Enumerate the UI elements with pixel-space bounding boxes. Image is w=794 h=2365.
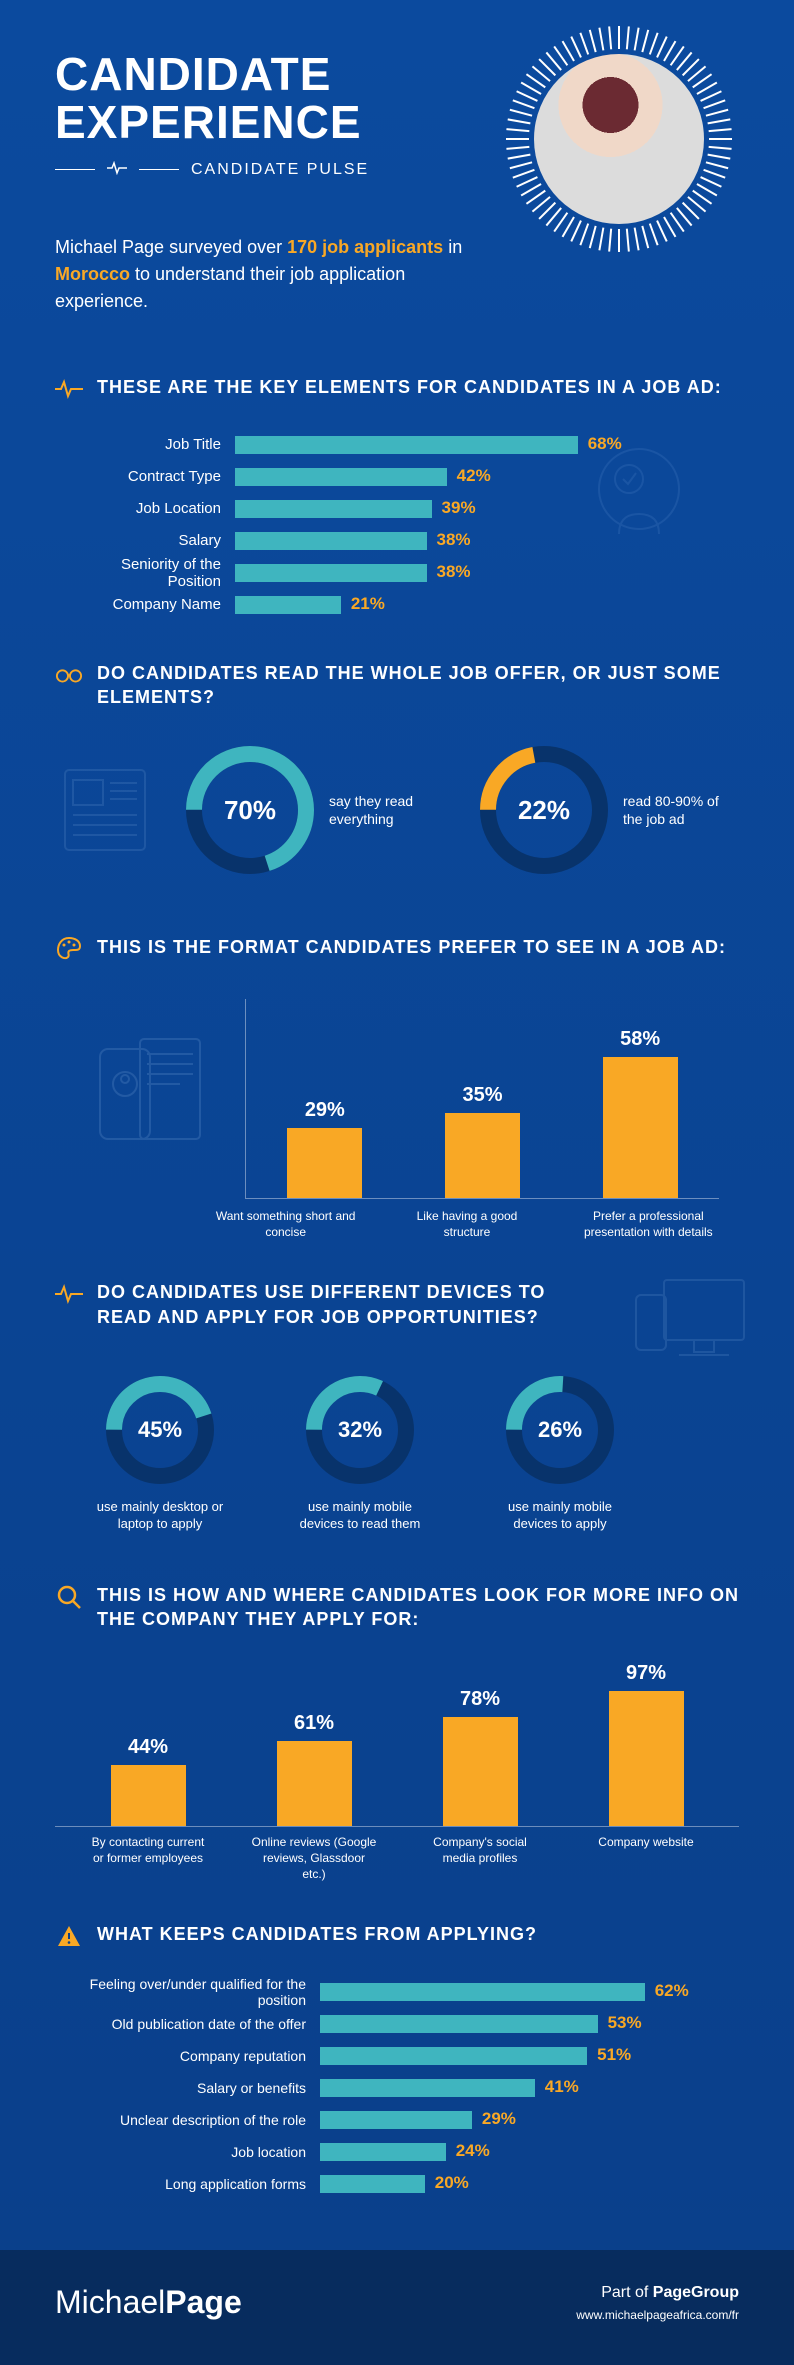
section-title: THIS IS HOW AND WHERE CANDIDATES LOOK FO… [97, 1583, 739, 1632]
donut-block: 70% say they read everything [185, 745, 439, 875]
donut-block: 22% read 80-90% of the job ad [479, 745, 733, 875]
bar-label: Online reviews (Google reviews, Glassdoo… [251, 1835, 377, 1882]
section-what-keeps: WHAT KEEPS CANDIDATES FROM APPLYING? Fee… [0, 1892, 794, 2210]
device-donut-block: 26% use mainly mobile devices to apply [485, 1375, 635, 1533]
intro-paragraph: Michael Page surveyed over 170 job appli… [0, 199, 540, 345]
header-photo-frame [504, 24, 734, 254]
bar-label: Prefer a professional presentation with … [578, 1209, 719, 1240]
bar-row: Old publication date of the offer 53% [65, 2008, 739, 2040]
donut-chart: 70% [185, 745, 315, 875]
donut-caption: use mainly mobile devices to apply [485, 1499, 635, 1533]
bar-row: Unclear description of the role 29% [65, 2104, 739, 2136]
bar-label: Salary [65, 532, 235, 549]
pulse-icon [55, 1280, 83, 1308]
newspaper-icon [55, 755, 165, 865]
section-title: DO CANDIDATES READ THE WHOLE JOB OFFER, … [97, 661, 739, 710]
device-donut-block: 32% use mainly mobile devices to read th… [285, 1375, 435, 1533]
what-keeps-bar-chart: Feeling over/under qualified for the pos… [55, 1976, 739, 2200]
bar-column: 29% [266, 1099, 384, 1198]
donut-caption: say they read everything [329, 792, 439, 828]
bar-label: By contacting current or former employee… [85, 1835, 211, 1882]
warning-icon [55, 1922, 83, 1950]
bar-label: Company Name [65, 596, 235, 613]
section-title: THIS IS THE FORMAT CANDIDATES PREFER TO … [97, 935, 726, 959]
device-donut-block: 45% use mainly desktop or laptop to appl… [85, 1375, 235, 1533]
bar-row: Company reputation 51% [65, 2040, 739, 2072]
donut-chart: 22% [479, 745, 609, 875]
bar-label: Unclear description of the role [65, 2112, 320, 2128]
bar-label: Long application forms [65, 2176, 320, 2192]
bar-label: Company website [583, 1835, 709, 1882]
bar-row: Seniority of the Position 38% [65, 557, 739, 589]
donut-caption: use mainly desktop or laptop to apply [85, 1499, 235, 1533]
section-read-whole: DO CANDIDATES READ THE WHOLE JOB OFFER, … [0, 631, 794, 906]
section-devices: DO CANDIDATES USE DIFFERENT DEVICES TO R… [0, 1250, 794, 1552]
subtitle-text: CANDIDATE PULSE [191, 161, 369, 179]
bar-row: Feeling over/under qualified for the pos… [65, 1976, 739, 2008]
bar-label: Job Title [65, 436, 235, 453]
donut-chart: 45% [105, 1375, 215, 1485]
mobile-doc-icon [85, 1029, 215, 1169]
format-pref-bar-chart: 29% 35% 58% [245, 999, 719, 1199]
key-elements-bar-chart: Job Title 68% Contract Type 42% Job Loca… [55, 429, 739, 621]
bar-column: 78% [417, 1688, 543, 1826]
section-title: THESE ARE THE KEY ELEMENTS FOR CANDIDATE… [97, 375, 722, 399]
pulse-icon [55, 375, 83, 403]
bar-column: 97% [583, 1662, 709, 1827]
infographic-page: CANDIDATE EXPERIENCE CANDIDATE PULSE Mic… [0, 0, 794, 2365]
bar-column: 58% [581, 1028, 699, 1198]
bar-label: Feeling over/under qualified for the pos… [65, 1976, 320, 2008]
bar-label: Company reputation [65, 2048, 320, 2064]
bar-row: Salary or benefits 41% [65, 2072, 739, 2104]
bar-label: Want something short and concise [215, 1209, 356, 1240]
donut-chart: 32% [305, 1375, 415, 1485]
bar-row: Job location 24% [65, 2136, 739, 2168]
section-company-info: THIS IS HOW AND WHERE CANDIDATES LOOK FO… [0, 1553, 794, 1892]
footer-brand: MichaelPage [55, 2284, 242, 2321]
pulse-icon [107, 161, 127, 178]
palette-icon [55, 935, 83, 963]
devices-donut-row: 45% use mainly desktop or laptop to appl… [55, 1355, 739, 1543]
bar-row: Company Name 21% [65, 589, 739, 621]
company-info-bar-chart: 44% 61% 78% 97% [55, 1657, 739, 1827]
bar-label: Salary or benefits [65, 2080, 320, 2096]
bar-column: 44% [85, 1736, 211, 1827]
footer-right: Part of PageGroup www.michaelpageafrica.… [576, 2280, 739, 2325]
bar-label: Company's social media profiles [417, 1835, 543, 1882]
header: CANDIDATE EXPERIENCE CANDIDATE PULSE [0, 0, 794, 199]
donut-caption: use mainly mobile devices to read them [285, 1499, 435, 1533]
glasses-icon [55, 661, 83, 689]
magnifier-icon [55, 1583, 83, 1611]
bar-column: 35% [424, 1084, 542, 1198]
bar-label: Seniority of the Position [65, 556, 235, 590]
bar-label: Old publication date of the offer [65, 2016, 320, 2032]
bar-label: Job location [65, 2144, 320, 2160]
donut-chart: 26% [505, 1375, 615, 1485]
section-title: WHAT KEEPS CANDIDATES FROM APPLYING? [97, 1922, 537, 1946]
bar-label: Job Location [65, 500, 235, 517]
section-key-elements: THESE ARE THE KEY ELEMENTS FOR CANDIDATE… [0, 345, 794, 631]
bar-row: Long application forms 20% [65, 2168, 739, 2200]
section-format-pref: THIS IS THE FORMAT CANDIDATES PREFER TO … [0, 905, 794, 1250]
section-title: DO CANDIDATES USE DIFFERENT DEVICES TO R… [97, 1280, 597, 1329]
donut-caption: read 80-90% of the job ad [623, 792, 733, 828]
bar-label: Like having a good structure [396, 1209, 537, 1240]
footer: MichaelPage Part of PageGroup www.michae… [0, 2250, 794, 2365]
bar-label: Contract Type [65, 468, 235, 485]
devices-icon [624, 1270, 754, 1370]
bar-column: 61% [251, 1712, 377, 1826]
